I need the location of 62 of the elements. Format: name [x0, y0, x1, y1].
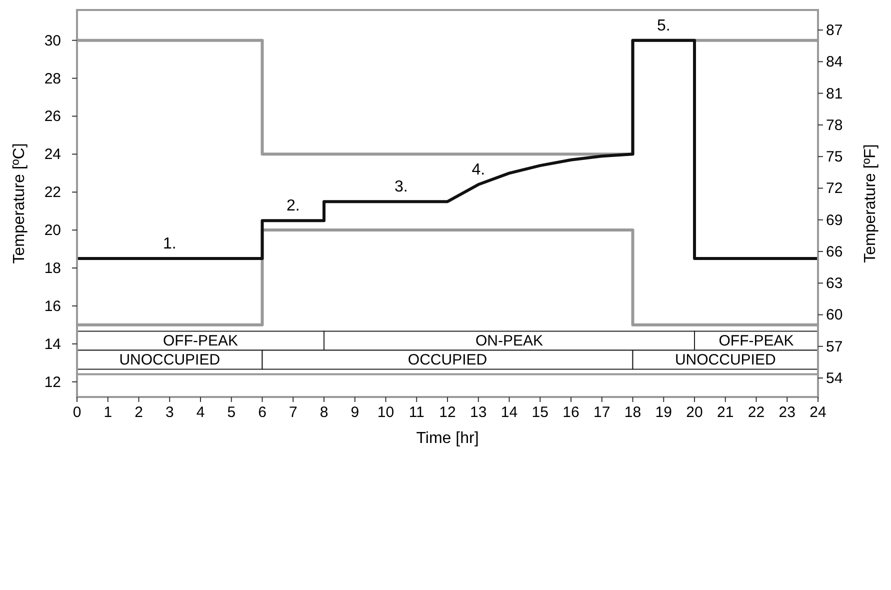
x-tick-label: 1	[104, 404, 112, 421]
band-label: OCCUPIED	[408, 352, 488, 369]
x-tick-label: 22	[748, 404, 765, 421]
x-tick-label: 3	[165, 404, 174, 421]
y2-tick-label: 75	[826, 148, 843, 166]
x-tick-label: 10	[377, 404, 394, 421]
y-tick-label: 24	[44, 146, 61, 164]
x-tick-label: 15	[532, 404, 548, 421]
x-tick-label: 11	[408, 404, 424, 421]
x-tick-label: 12	[439, 404, 456, 421]
x-tick-label: 18	[624, 404, 642, 421]
annotation: 2.	[286, 198, 300, 215]
x-tick-label: 13	[470, 404, 487, 421]
band-label: UNOCCUPIED	[119, 352, 220, 369]
y-axis-title: Temperature [ºC]	[11, 143, 28, 264]
x-tick-label: 4	[196, 404, 205, 421]
x-tick-label: 0	[72, 404, 82, 421]
x-tick-label: 16	[562, 404, 580, 421]
y2-tick-label: 66	[826, 243, 843, 260]
x-tick-label: 19	[655, 404, 672, 421]
x-tick-label: 6	[258, 404, 266, 421]
y-tick-label: 14	[44, 336, 61, 353]
y2-tick-label: 87	[826, 22, 843, 40]
y2-tick-label: 69	[826, 212, 843, 229]
x-tick-label: 8	[320, 404, 328, 421]
x-tick-label: 17	[594, 404, 610, 421]
y2-tick-label: 84	[826, 54, 843, 71]
y2-tick-label: 63	[826, 275, 843, 292]
x-tick-label: 9	[350, 404, 360, 421]
y-tick-label: 16	[44, 298, 61, 315]
annotation: 3.	[394, 178, 408, 196]
line-series	[76, 38, 820, 260]
x-tick-label: 20	[686, 404, 703, 421]
annotation: 5.	[656, 17, 670, 34]
y-tick-label: 22	[44, 184, 61, 202]
x-tick-label: 21	[717, 404, 734, 421]
y2-tick-label: 78	[826, 116, 843, 134]
x-tick-label: 24	[810, 404, 826, 421]
band-label: OFF-PEAK	[162, 332, 238, 350]
y-tick-label: 26	[44, 108, 61, 126]
y-tick-label: 30	[44, 32, 61, 50]
band-label: OFF-PEAK	[718, 332, 794, 350]
y2-tick-label: 81	[826, 85, 843, 102]
annotation: 4.	[472, 162, 486, 179]
x-tick-label: 7	[288, 404, 298, 421]
x-tick-label: 2	[134, 404, 143, 421]
y2-tick-label: 72	[826, 180, 843, 198]
y-tick-label: 18	[44, 260, 61, 277]
band-label: ON-PEAK	[475, 332, 544, 350]
x-axis-title: Time [hr]	[416, 430, 479, 447]
y-tick-label: 20	[44, 222, 61, 240]
y2-tick-label: 54	[826, 370, 843, 388]
x-tick-label: 14	[500, 404, 518, 421]
x-tick-label: 5	[227, 404, 236, 421]
y2-tick-label: 57	[826, 338, 843, 356]
band-label: UNOCCUPIED	[674, 352, 776, 369]
y2-axis-title: Temperature [ºF]	[862, 144, 879, 263]
y-tick-label: 12	[44, 374, 61, 391]
y2-tick-label: 60	[826, 306, 843, 324]
annotation: 1.	[162, 236, 176, 253]
x-tick-label: 23	[778, 404, 796, 421]
y-tick-label: 28	[44, 70, 61, 88]
